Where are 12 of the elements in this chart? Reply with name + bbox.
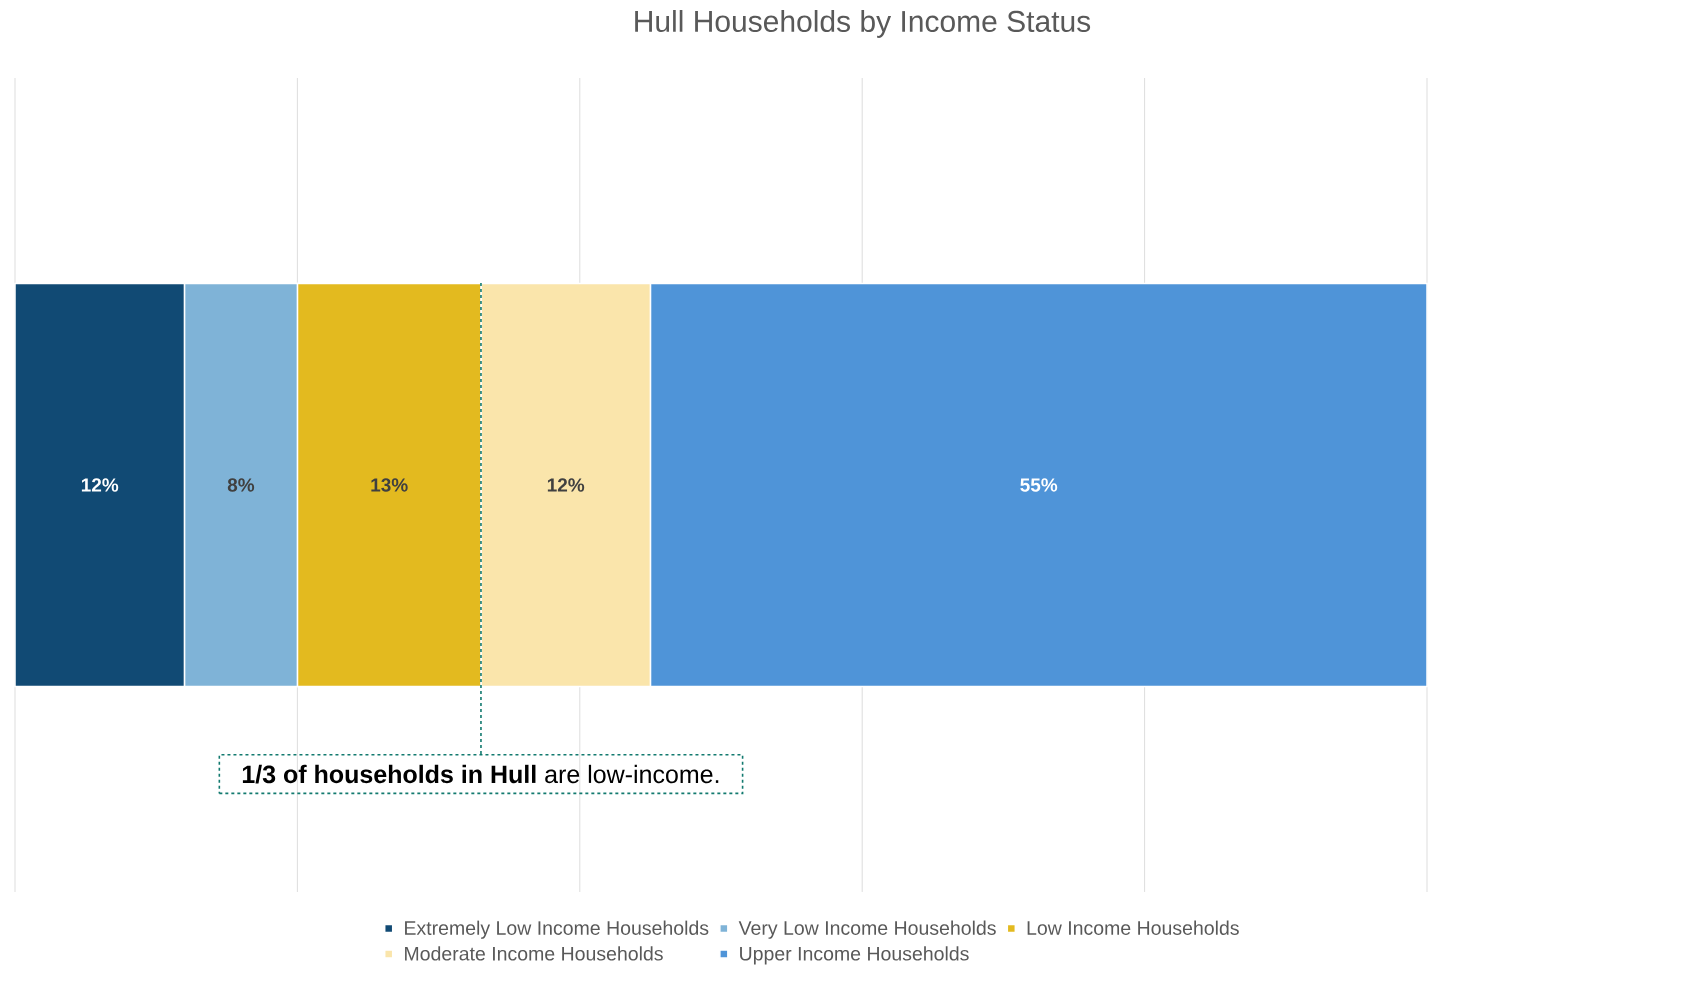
legend-label: Low Income Households (1027, 920, 1239, 935)
chart-title: Hull Households by Income Status (635, 10, 1091, 38)
legend-label: Extremely Low Income Households (405, 920, 709, 939)
data-label: 8% (227, 478, 255, 492)
legend-label: Moderate Income Households (405, 946, 663, 961)
legend-label: Very Low Income Households (738, 920, 996, 939)
legend-label: Upper Income Households (740, 946, 969, 965)
data-label: 13% (371, 478, 408, 492)
data-label: 12% (547, 478, 585, 492)
data-label: 55% (1020, 478, 1058, 492)
annotation: 1/3 of households in Hull are low-income. (242, 764, 719, 784)
data-label: 12% (81, 478, 119, 492)
